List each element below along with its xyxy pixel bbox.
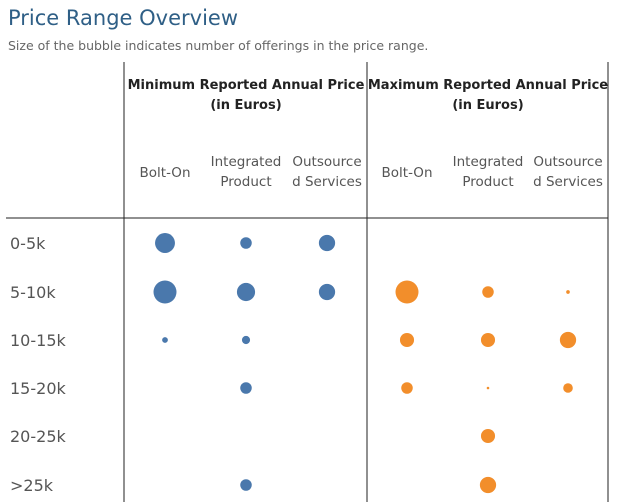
- bubble-r6-c2: [240, 479, 252, 491]
- column-header-1-3-line-1: Outsource: [292, 154, 361, 170]
- bubble-r6-c5: [479, 476, 497, 494]
- bubble-r4-c2: [240, 382, 252, 394]
- page-title: Price Range Overview: [8, 6, 239, 30]
- bubble-r2-c5: [482, 286, 494, 298]
- bubble-r3-c1: [162, 337, 168, 343]
- column-header-2-2-line-1: Integrated: [453, 154, 524, 170]
- group-header-2-line-2: (in Euros): [452, 98, 523, 113]
- bubble-r1-c3: [318, 234, 336, 252]
- bubble-r4-c5: [486, 386, 490, 390]
- group-header-2-line-1: Maximum Reported Annual Price: [368, 78, 608, 93]
- group-header-1-line-1: Minimum Reported Annual Price: [128, 78, 365, 93]
- bubble-r1-c1: [155, 233, 175, 253]
- column-header-1-2-line-2: Product: [220, 174, 271, 190]
- page-subtitle: Size of the bubble indicates number of o…: [8, 38, 429, 53]
- bubble-r2-c3: [318, 283, 336, 301]
- bubble-r2-c1: [153, 280, 177, 304]
- column-header-2-1: Bolt-On: [382, 165, 433, 181]
- row-label-1: 0-5k: [10, 234, 46, 253]
- bubble-r1-c2: [240, 237, 252, 249]
- column-header-1-2-line-1: Integrated: [211, 154, 282, 170]
- bubble-r4-c6: [563, 383, 573, 393]
- column-header-1-1: Bolt-On: [140, 165, 191, 181]
- row-label-4: 15-20k: [10, 379, 66, 398]
- bubble-r3-c4: [399, 332, 415, 348]
- bubble-r4-c4: [401, 382, 413, 394]
- bubble-r2-c2: [236, 282, 256, 302]
- bubble-r2-c6: [566, 290, 570, 294]
- column-header-2-3-line-2: d Services: [533, 174, 603, 190]
- row-label-3: 10-15k: [10, 331, 66, 350]
- bubble-r3-c5: [480, 332, 496, 348]
- bubble-r3-c6: [559, 331, 577, 349]
- group-header-1-line-2: (in Euros): [210, 98, 281, 113]
- row-label-6: >25k: [10, 476, 54, 495]
- column-header-2-2-line-2: Product: [462, 174, 513, 190]
- column-header-2-3-line-1: Outsource: [533, 154, 602, 170]
- bubble-r3-c2: [241, 335, 251, 345]
- column-header-1-3-line-2: d Services: [292, 174, 362, 190]
- row-label-2: 5-10k: [10, 283, 56, 302]
- bubble-r5-c5: [480, 428, 496, 444]
- bubble-r2-c4: [395, 280, 419, 304]
- row-label-5: 20-25k: [10, 427, 66, 446]
